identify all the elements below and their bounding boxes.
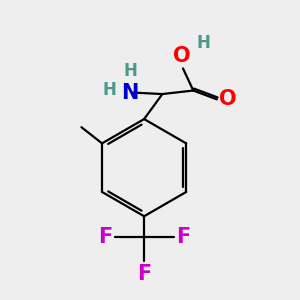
Text: F: F <box>176 227 190 248</box>
Text: O: O <box>173 46 190 66</box>
Text: N: N <box>121 82 139 103</box>
Text: F: F <box>137 264 151 284</box>
Text: F: F <box>98 227 112 248</box>
Text: H: H <box>103 81 117 99</box>
Text: H: H <box>123 62 137 80</box>
Text: O: O <box>219 89 237 110</box>
Text: H: H <box>196 34 210 52</box>
